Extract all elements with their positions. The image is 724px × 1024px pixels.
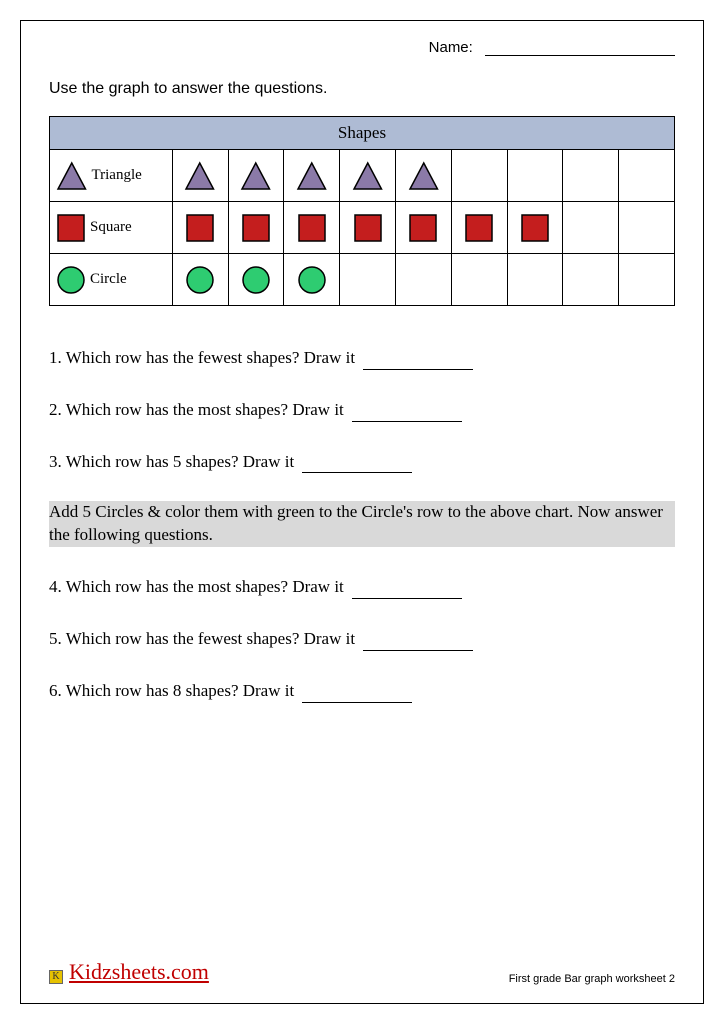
row-label-text: Square [90, 219, 132, 236]
question-item: 3. Which row has 5 shapes? Draw it [49, 450, 675, 474]
name-label: Name: [429, 39, 473, 56]
triangle-icon [229, 161, 284, 191]
row-label-circle: Circle [50, 254, 173, 306]
brand-link[interactable]: Kidzsheets.com [69, 959, 209, 984]
name-field-row: Name: [49, 39, 675, 56]
answer-blank[interactable] [302, 472, 412, 473]
row-label-triangle: Triangle [50, 150, 173, 202]
chart-cell [340, 202, 396, 254]
chart-cell [340, 254, 396, 306]
chart-cell [451, 202, 507, 254]
question-text: Which row has the fewest shapes? Draw it [66, 348, 355, 367]
chart-cell [507, 202, 563, 254]
square-icon [56, 213, 86, 243]
chart-row-circle: Circle [50, 254, 675, 306]
chart-cell [228, 202, 284, 254]
answer-blank[interactable] [363, 650, 473, 651]
square-icon [340, 213, 395, 243]
chart-title: Shapes [50, 117, 675, 150]
page-footer: K Kidzsheets.com First grade Bar graph wo… [49, 959, 675, 985]
chart-cell [395, 254, 451, 306]
questions-block-2: 4. Which row has the most shapes? Draw i… [49, 575, 675, 702]
chart-cell [563, 202, 619, 254]
square-icon [284, 213, 339, 243]
chart-cell [228, 254, 284, 306]
question-number: 1. [49, 348, 62, 367]
worksheet-page: Name: Use the graph to answer the questi… [0, 0, 724, 1024]
chart-cell [284, 150, 340, 202]
question-text: Which row has 8 shapes? Draw it [66, 681, 295, 700]
questions-block-1: 1. Which row has the fewest shapes? Draw… [49, 346, 675, 473]
circle-icon [284, 265, 339, 295]
question-item: 1. Which row has the fewest shapes? Draw… [49, 346, 675, 370]
circle-icon [56, 265, 86, 295]
chart-cell [172, 202, 228, 254]
triangle-icon [284, 161, 339, 191]
row-label-text: Triangle [92, 167, 142, 184]
footer-note: First grade Bar graph worksheet 2 [509, 973, 675, 985]
triangle-icon [396, 161, 451, 191]
question-number: 4. [49, 577, 62, 596]
square-icon [173, 213, 228, 243]
question-number: 3. [49, 452, 62, 471]
chart-row-square: Square [50, 202, 675, 254]
question-text: Which row has 5 shapes? Draw it [66, 452, 295, 471]
square-icon [229, 213, 284, 243]
answer-blank[interactable] [363, 369, 473, 370]
page-border: Name: Use the graph to answer the questi… [20, 20, 704, 1004]
brand-icon: K [49, 970, 63, 984]
chart-cell [563, 150, 619, 202]
triangle-icon [173, 161, 228, 191]
square-icon [396, 213, 451, 243]
answer-blank[interactable] [352, 421, 462, 422]
answer-blank[interactable] [352, 598, 462, 599]
chart-cell [172, 150, 228, 202]
chart-row-triangle: Triangle [50, 150, 675, 202]
chart-cell [340, 150, 396, 202]
question-number: 2. [49, 400, 62, 419]
answer-blank[interactable] [302, 702, 412, 703]
question-number: 5. [49, 629, 62, 648]
square-icon [508, 213, 563, 243]
brand-wrap: K Kidzsheets.com [49, 959, 209, 985]
chart-cell [395, 150, 451, 202]
question-number: 6. [49, 681, 62, 700]
circle-icon [173, 265, 228, 295]
question-item: 4. Which row has the most shapes? Draw i… [49, 575, 675, 599]
instruction-text: Use the graph to answer the questions. [49, 80, 675, 98]
circle-icon [229, 265, 284, 295]
question-text: Which row has the fewest shapes? Draw it [66, 629, 355, 648]
chart-cell [451, 150, 507, 202]
chart-cell [395, 202, 451, 254]
row-label-square: Square [50, 202, 173, 254]
chart-cell [619, 150, 675, 202]
triangle-icon [56, 161, 88, 191]
chart-cell [284, 254, 340, 306]
shapes-chart: Shapes Triangle Square Circle [49, 116, 675, 306]
question-item: 6. Which row has 8 shapes? Draw it [49, 679, 675, 703]
highlighted-instruction: Add 5 Circles & color them with green to… [49, 501, 675, 547]
chart-cell [619, 254, 675, 306]
chart-cell [451, 254, 507, 306]
question-item: 5. Which row has the fewest shapes? Draw… [49, 627, 675, 651]
chart-cell [284, 202, 340, 254]
chart-cell [507, 254, 563, 306]
chart-cell [563, 254, 619, 306]
question-text: Which row has the most shapes? Draw it [66, 400, 344, 419]
name-input-line[interactable] [485, 55, 675, 56]
row-label-text: Circle [90, 271, 127, 288]
question-text: Which row has the most shapes? Draw it [66, 577, 344, 596]
chart-cell [172, 254, 228, 306]
square-icon [452, 213, 507, 243]
triangle-icon [340, 161, 395, 191]
chart-cell [507, 150, 563, 202]
chart-cell [619, 202, 675, 254]
question-item: 2. Which row has the most shapes? Draw i… [49, 398, 675, 422]
chart-cell [228, 150, 284, 202]
